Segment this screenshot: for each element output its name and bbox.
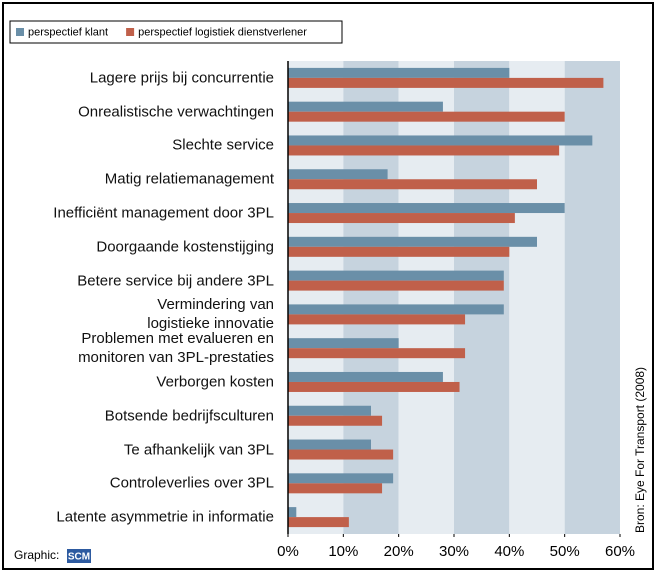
bar [288,314,466,325]
category-label: Te afhankelijk van 3PL [123,441,274,459]
x-tick-label: 20% [384,543,414,560]
x-tick-label: 30% [439,543,469,560]
plot-band [288,61,344,534]
logo: SCM [68,552,90,563]
bar [288,270,504,281]
bar [288,77,604,88]
bar [288,101,443,112]
category-label: Botsende bedrijfsculturen [104,407,274,425]
legend-swatch [16,28,24,36]
credit: Graphic: [14,548,59,562]
bar [288,439,371,450]
plot-band [509,61,565,534]
category-label: Latente asymmetrie in informatie [56,508,274,526]
bar [288,449,394,460]
bar [288,179,537,190]
category-label: Betere service bij andere 3PL [77,272,274,290]
bar [288,135,593,146]
bar [288,246,510,257]
category-label: Verborgen kosten [156,373,274,391]
bar [288,507,297,518]
bar [288,304,504,315]
bar [288,111,565,122]
bar [288,169,388,180]
category-label: Controleverlies over 3PL [109,474,274,492]
legend-label: perspectief logistiek dienstverlener [138,26,307,38]
x-tick-label: 40% [494,543,524,560]
plot-band [454,61,510,534]
bar [288,517,349,528]
logo-box [67,549,91,563]
legend-swatch [126,28,135,36]
source: Bron: Eye For Transport (2008) [633,367,647,533]
bar [288,280,504,291]
bar [288,145,560,156]
bar [288,348,466,359]
bar [288,371,443,382]
category-label: Lagere prijs bij concurrentie [89,69,274,87]
plot-band [343,61,399,534]
legend-label: perspectief klant [28,26,108,38]
bar [288,203,565,214]
x-tick-label: 0% [277,543,299,560]
bar [288,405,371,416]
bar [288,381,460,392]
bar [288,338,399,349]
legend-box [9,20,343,44]
bar [288,473,394,484]
category-label: Doorgaande kostenstijging [96,238,274,256]
category-label: Vermindering van logistieke innovatie [147,296,274,333]
bar [288,236,537,247]
bar [288,415,383,426]
x-tick-label: 50% [550,543,580,560]
category-label: Matig relatiemanagement [104,170,274,188]
plot-band [564,61,620,534]
bar [288,483,383,494]
x-tick-label: 60% [605,543,635,560]
bar [288,67,510,78]
x-tick-label: 10% [328,543,358,560]
category-label: Onrealistische verwachtingen [78,103,274,121]
category-label: Problemen met evalueren en monitoren van… [78,330,274,367]
plot-band [398,61,454,534]
category-label: Slechte service [172,136,274,154]
bar [288,213,515,224]
category-label: Inefficiënt management door 3PL [53,204,274,222]
